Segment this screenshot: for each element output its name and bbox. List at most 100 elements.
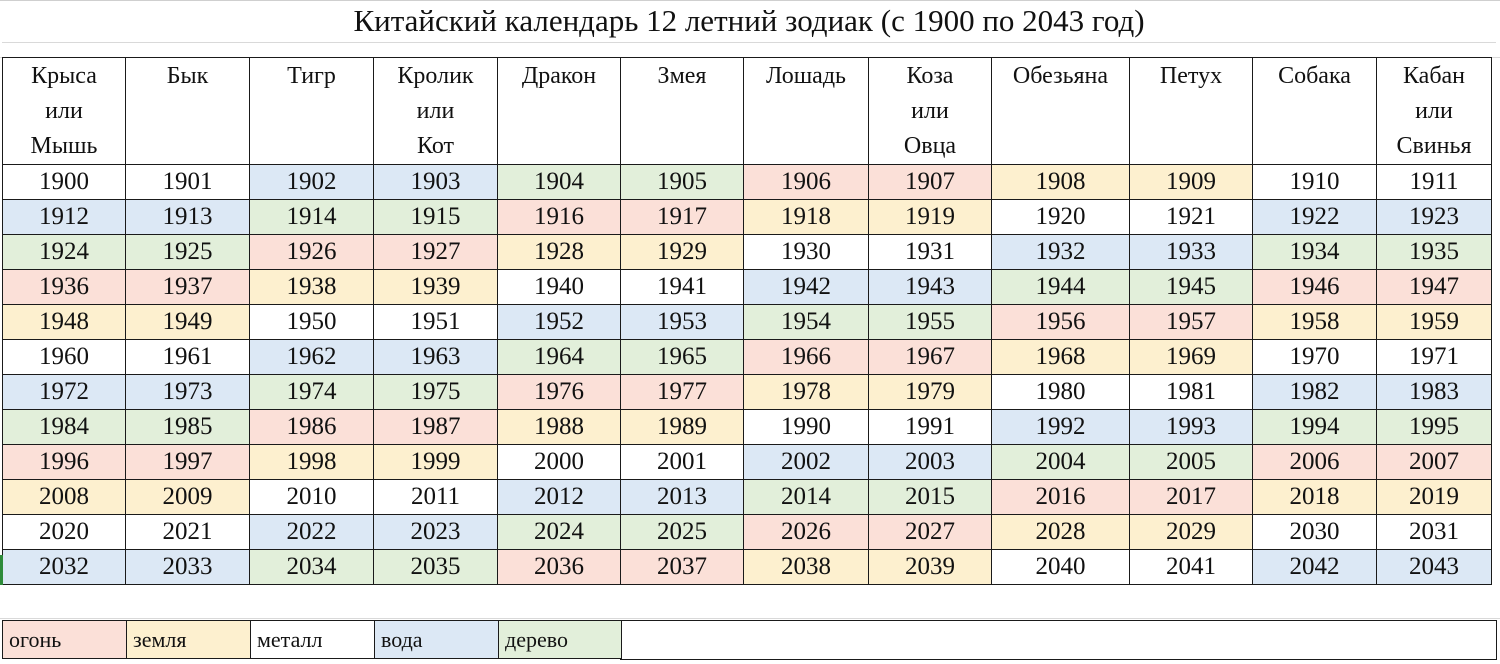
zodiac-header-6[interactable]: Лошадь xyxy=(743,57,869,165)
year-cell[interactable]: 2014 xyxy=(743,479,869,515)
zodiac-header-4[interactable]: Дракон xyxy=(497,57,621,165)
year-cell[interactable]: 1947 xyxy=(1376,269,1492,305)
year-cell[interactable]: 1972 xyxy=(2,374,126,410)
legend-water[interactable]: вода xyxy=(374,620,499,659)
year-cell[interactable]: 1987 xyxy=(373,409,498,445)
year-cell[interactable]: 1902 xyxy=(249,164,374,200)
year-cell[interactable]: 1933 xyxy=(1129,234,1253,270)
year-cell[interactable]: 2037 xyxy=(620,549,744,585)
year-cell[interactable]: 1977 xyxy=(620,374,744,410)
year-cell[interactable]: 1967 xyxy=(868,339,992,375)
year-cell[interactable]: 2002 xyxy=(743,444,869,480)
year-cell[interactable]: 1903 xyxy=(373,164,498,200)
year-cell[interactable]: 2038 xyxy=(743,549,869,585)
year-cell[interactable]: 2013 xyxy=(620,479,744,515)
year-cell[interactable]: 2007 xyxy=(1376,444,1492,480)
year-cell[interactable]: 2035 xyxy=(373,549,498,585)
year-cell[interactable]: 1923 xyxy=(1376,199,1492,235)
year-cell[interactable]: 1964 xyxy=(497,339,621,375)
year-cell[interactable]: 1929 xyxy=(620,234,744,270)
year-cell[interactable]: 1905 xyxy=(620,164,744,200)
year-cell[interactable]: 1951 xyxy=(373,304,498,340)
year-cell[interactable]: 1913 xyxy=(125,199,250,235)
year-cell[interactable]: 1906 xyxy=(743,164,869,200)
year-cell[interactable]: 1922 xyxy=(1252,199,1377,235)
zodiac-header-8[interactable]: Обезьяна xyxy=(991,57,1130,165)
year-cell[interactable]: 1948 xyxy=(2,304,126,340)
year-cell[interactable]: 2018 xyxy=(1252,479,1377,515)
year-cell[interactable]: 1940 xyxy=(497,269,621,305)
legend-metal[interactable]: металл xyxy=(250,620,375,659)
year-cell[interactable]: 2028 xyxy=(991,514,1130,550)
year-cell[interactable]: 1998 xyxy=(249,444,374,480)
year-cell[interactable]: 1938 xyxy=(249,269,374,305)
year-cell[interactable]: 1996 xyxy=(2,444,126,480)
year-cell[interactable]: 1982 xyxy=(1252,374,1377,410)
year-cell[interactable]: 1949 xyxy=(125,304,250,340)
year-cell[interactable]: 2006 xyxy=(1252,444,1377,480)
year-cell[interactable]: 1994 xyxy=(1252,409,1377,445)
year-cell[interactable]: 1927 xyxy=(373,234,498,270)
year-cell[interactable]: 2005 xyxy=(1129,444,1253,480)
year-cell[interactable]: 2016 xyxy=(991,479,1130,515)
year-cell[interactable]: 1952 xyxy=(497,304,621,340)
year-cell[interactable]: 1901 xyxy=(125,164,250,200)
zodiac-header-5[interactable]: Змея xyxy=(620,57,744,165)
zodiac-header-1[interactable]: Бык xyxy=(125,57,250,165)
year-cell[interactable]: 1950 xyxy=(249,304,374,340)
year-cell[interactable]: 2017 xyxy=(1129,479,1253,515)
year-cell[interactable]: 1965 xyxy=(620,339,744,375)
year-cell[interactable]: 2040 xyxy=(991,549,1130,585)
year-cell[interactable]: 1966 xyxy=(743,339,869,375)
year-cell[interactable]: 1953 xyxy=(620,304,744,340)
year-cell[interactable]: 2015 xyxy=(868,479,992,515)
year-cell[interactable]: 1921 xyxy=(1129,199,1253,235)
year-cell[interactable]: 1961 xyxy=(125,339,250,375)
year-cell[interactable]: 1995 xyxy=(1376,409,1492,445)
year-cell[interactable]: 2030 xyxy=(1252,514,1377,550)
year-cell[interactable]: 1983 xyxy=(1376,374,1492,410)
year-cell[interactable]: 1945 xyxy=(1129,269,1253,305)
year-cell[interactable]: 1986 xyxy=(249,409,374,445)
year-cell[interactable]: 2033 xyxy=(125,549,250,585)
year-cell[interactable]: 1980 xyxy=(991,374,1130,410)
year-cell[interactable]: 1912 xyxy=(2,199,126,235)
year-cell[interactable]: 1911 xyxy=(1376,164,1492,200)
year-cell[interactable]: 1963 xyxy=(373,339,498,375)
year-cell[interactable]: 1920 xyxy=(991,199,1130,235)
year-cell[interactable]: 1908 xyxy=(991,164,1130,200)
year-cell[interactable]: 1932 xyxy=(991,234,1130,270)
year-cell[interactable]: 2010 xyxy=(249,479,374,515)
year-cell[interactable]: 1959 xyxy=(1376,304,1492,340)
year-cell[interactable]: 2004 xyxy=(991,444,1130,480)
year-cell[interactable]: 2024 xyxy=(497,514,621,550)
year-cell[interactable]: 1960 xyxy=(2,339,126,375)
year-cell[interactable]: 2031 xyxy=(1376,514,1492,550)
year-cell[interactable]: 2027 xyxy=(868,514,992,550)
legend-wood[interactable]: дерево xyxy=(498,620,622,659)
year-cell[interactable]: 1979 xyxy=(868,374,992,410)
zodiac-header-2[interactable]: Тигр xyxy=(249,57,374,165)
year-cell[interactable]: 2019 xyxy=(1376,479,1492,515)
year-cell[interactable]: 1970 xyxy=(1252,339,1377,375)
year-cell[interactable]: 1999 xyxy=(373,444,498,480)
year-cell[interactable]: 1916 xyxy=(497,199,621,235)
year-cell[interactable]: 2034 xyxy=(249,549,374,585)
year-cell[interactable]: 1989 xyxy=(620,409,744,445)
year-cell[interactable]: 1984 xyxy=(2,409,126,445)
year-cell[interactable]: 1975 xyxy=(373,374,498,410)
year-cell[interactable]: 1941 xyxy=(620,269,744,305)
year-cell[interactable]: 1988 xyxy=(497,409,621,445)
year-cell[interactable]: 1900 xyxy=(2,164,126,200)
year-cell[interactable]: 1934 xyxy=(1252,234,1377,270)
year-cell[interactable]: 1925 xyxy=(125,234,250,270)
year-cell[interactable]: 1946 xyxy=(1252,269,1377,305)
year-cell[interactable]: 2008 xyxy=(2,479,126,515)
year-cell[interactable]: 2000 xyxy=(497,444,621,480)
legend-fire[interactable]: огонь xyxy=(2,620,127,659)
year-cell[interactable]: 1909 xyxy=(1129,164,1253,200)
year-cell[interactable]: 2022 xyxy=(249,514,374,550)
year-cell[interactable]: 1915 xyxy=(373,199,498,235)
year-cell[interactable]: 1969 xyxy=(1129,339,1253,375)
year-cell[interactable]: 1956 xyxy=(991,304,1130,340)
